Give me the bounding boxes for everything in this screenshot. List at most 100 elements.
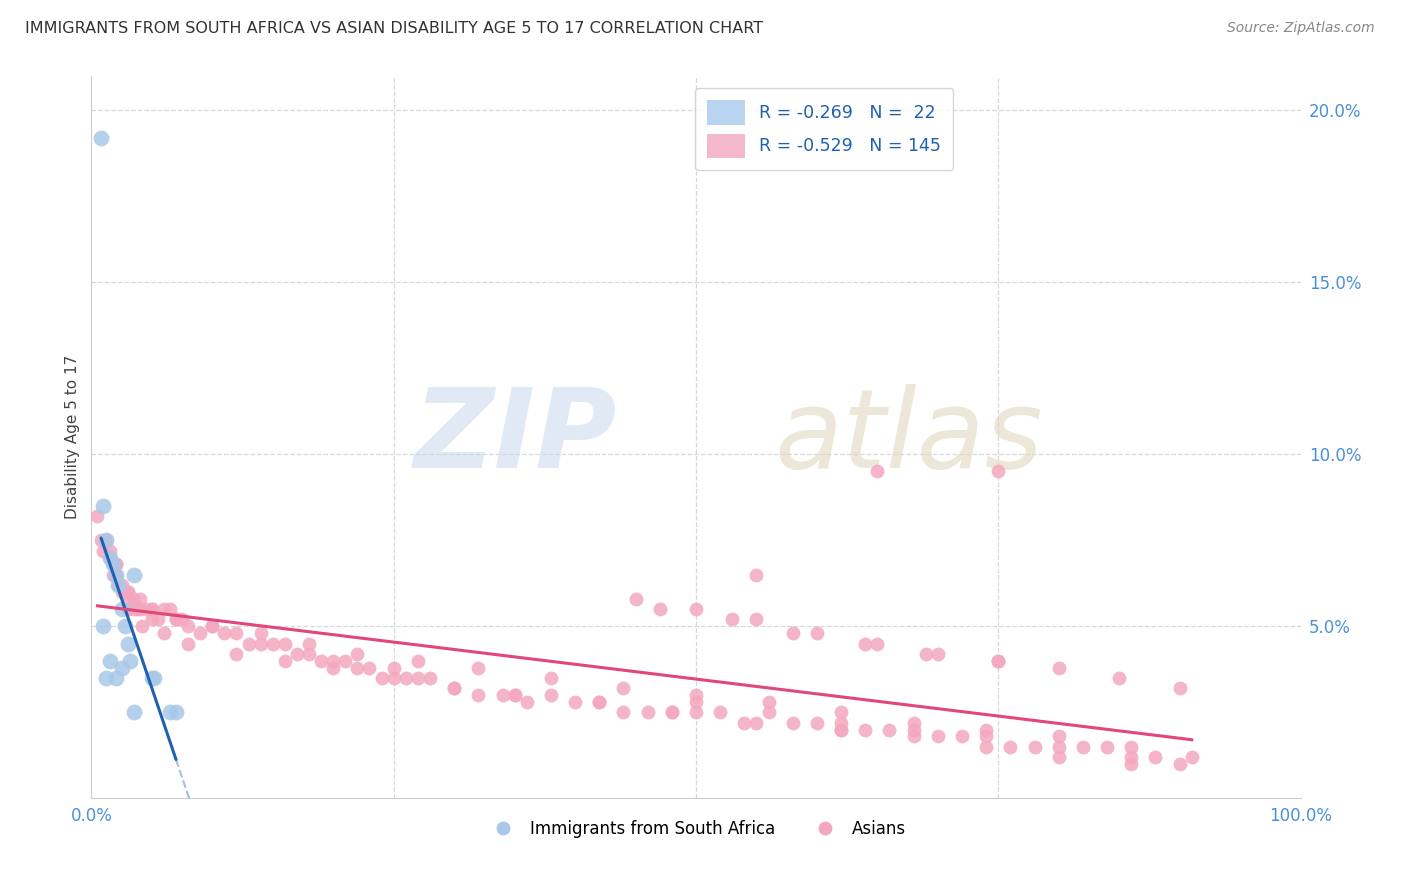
Point [612, 681, 634, 696]
Point [122, 706, 145, 720]
Point [101, 558, 124, 572]
Point [111, 578, 132, 592]
Text: IMMIGRANTS FROM SOUTH AFRICA VS ASIAN DISABILITY AGE 5 TO 17 CORRELATION CHART: IMMIGRANTS FROM SOUTH AFRICA VS ASIAN DI… [25, 21, 763, 36]
Point [806, 715, 828, 730]
Point [1047, 750, 1070, 764]
Point [201, 619, 224, 633]
Point [117, 585, 139, 599]
Point [104, 671, 127, 685]
Point [987, 654, 1010, 668]
Point [648, 602, 671, 616]
Point [903, 723, 925, 737]
Point [1000, 739, 1022, 754]
Point [165, 706, 187, 720]
Point [503, 688, 526, 702]
Point [1181, 750, 1204, 764]
Point [419, 671, 441, 685]
Point [128, 602, 150, 616]
Point [987, 654, 1010, 668]
Point [143, 671, 166, 685]
Point [395, 671, 418, 685]
Point [117, 585, 139, 599]
Point [225, 626, 247, 640]
Point [98, 543, 121, 558]
Point [117, 591, 139, 606]
Point [382, 671, 405, 685]
Legend: Immigrants from South Africa, Asians: Immigrants from South Africa, Asians [479, 813, 912, 844]
Point [98, 550, 121, 565]
Point [104, 567, 127, 582]
Point [165, 612, 187, 626]
Point [950, 730, 973, 744]
Point [540, 688, 562, 702]
Point [141, 671, 163, 685]
Point [298, 636, 321, 650]
Point [467, 688, 489, 702]
Point [382, 660, 405, 674]
Point [1168, 756, 1191, 771]
Point [159, 706, 181, 720]
Point [274, 654, 297, 668]
Point [830, 715, 852, 730]
Point [90, 130, 112, 145]
Point [359, 660, 381, 674]
Point [491, 688, 513, 702]
Point [111, 660, 132, 674]
Point [745, 715, 768, 730]
Text: ZIP: ZIP [413, 384, 617, 491]
Point [903, 730, 925, 744]
Point [93, 543, 115, 558]
Point [733, 715, 755, 730]
Point [249, 636, 271, 650]
Point [93, 499, 115, 513]
Point [225, 647, 247, 661]
Point [758, 706, 780, 720]
Point [1047, 730, 1070, 744]
Point [1121, 756, 1143, 771]
Point [540, 671, 562, 685]
Point [86, 509, 108, 524]
Point [285, 647, 308, 661]
Point [94, 533, 117, 548]
Point [128, 591, 150, 606]
Point [262, 636, 284, 650]
Point [298, 647, 321, 661]
Point [443, 681, 465, 696]
Point [1144, 750, 1167, 764]
Point [104, 558, 127, 572]
Point [661, 706, 683, 720]
Point [782, 715, 804, 730]
Point [866, 636, 889, 650]
Point [104, 558, 127, 572]
Point [335, 654, 357, 668]
Point [309, 654, 332, 668]
Point [101, 567, 124, 582]
Point [503, 688, 526, 702]
Point [165, 612, 187, 626]
Point [853, 636, 876, 650]
Point [1047, 739, 1070, 754]
Point [188, 626, 211, 640]
Point [1121, 750, 1143, 764]
Point [346, 647, 368, 661]
Point [974, 723, 997, 737]
Point [117, 602, 139, 616]
Point [146, 612, 169, 626]
Point [1168, 681, 1191, 696]
Point [114, 619, 136, 633]
Text: Source: ZipAtlas.com: Source: ZipAtlas.com [1227, 21, 1375, 35]
Point [685, 706, 707, 720]
Point [624, 591, 647, 606]
Point [141, 602, 163, 616]
Point [101, 558, 124, 572]
Point [637, 706, 659, 720]
Point [214, 626, 236, 640]
Point [588, 695, 610, 709]
Point [238, 636, 260, 650]
Point [131, 619, 153, 633]
Point [745, 567, 768, 582]
Point [107, 578, 129, 592]
Point [177, 636, 200, 650]
Point [987, 465, 1010, 479]
Point [98, 550, 121, 565]
